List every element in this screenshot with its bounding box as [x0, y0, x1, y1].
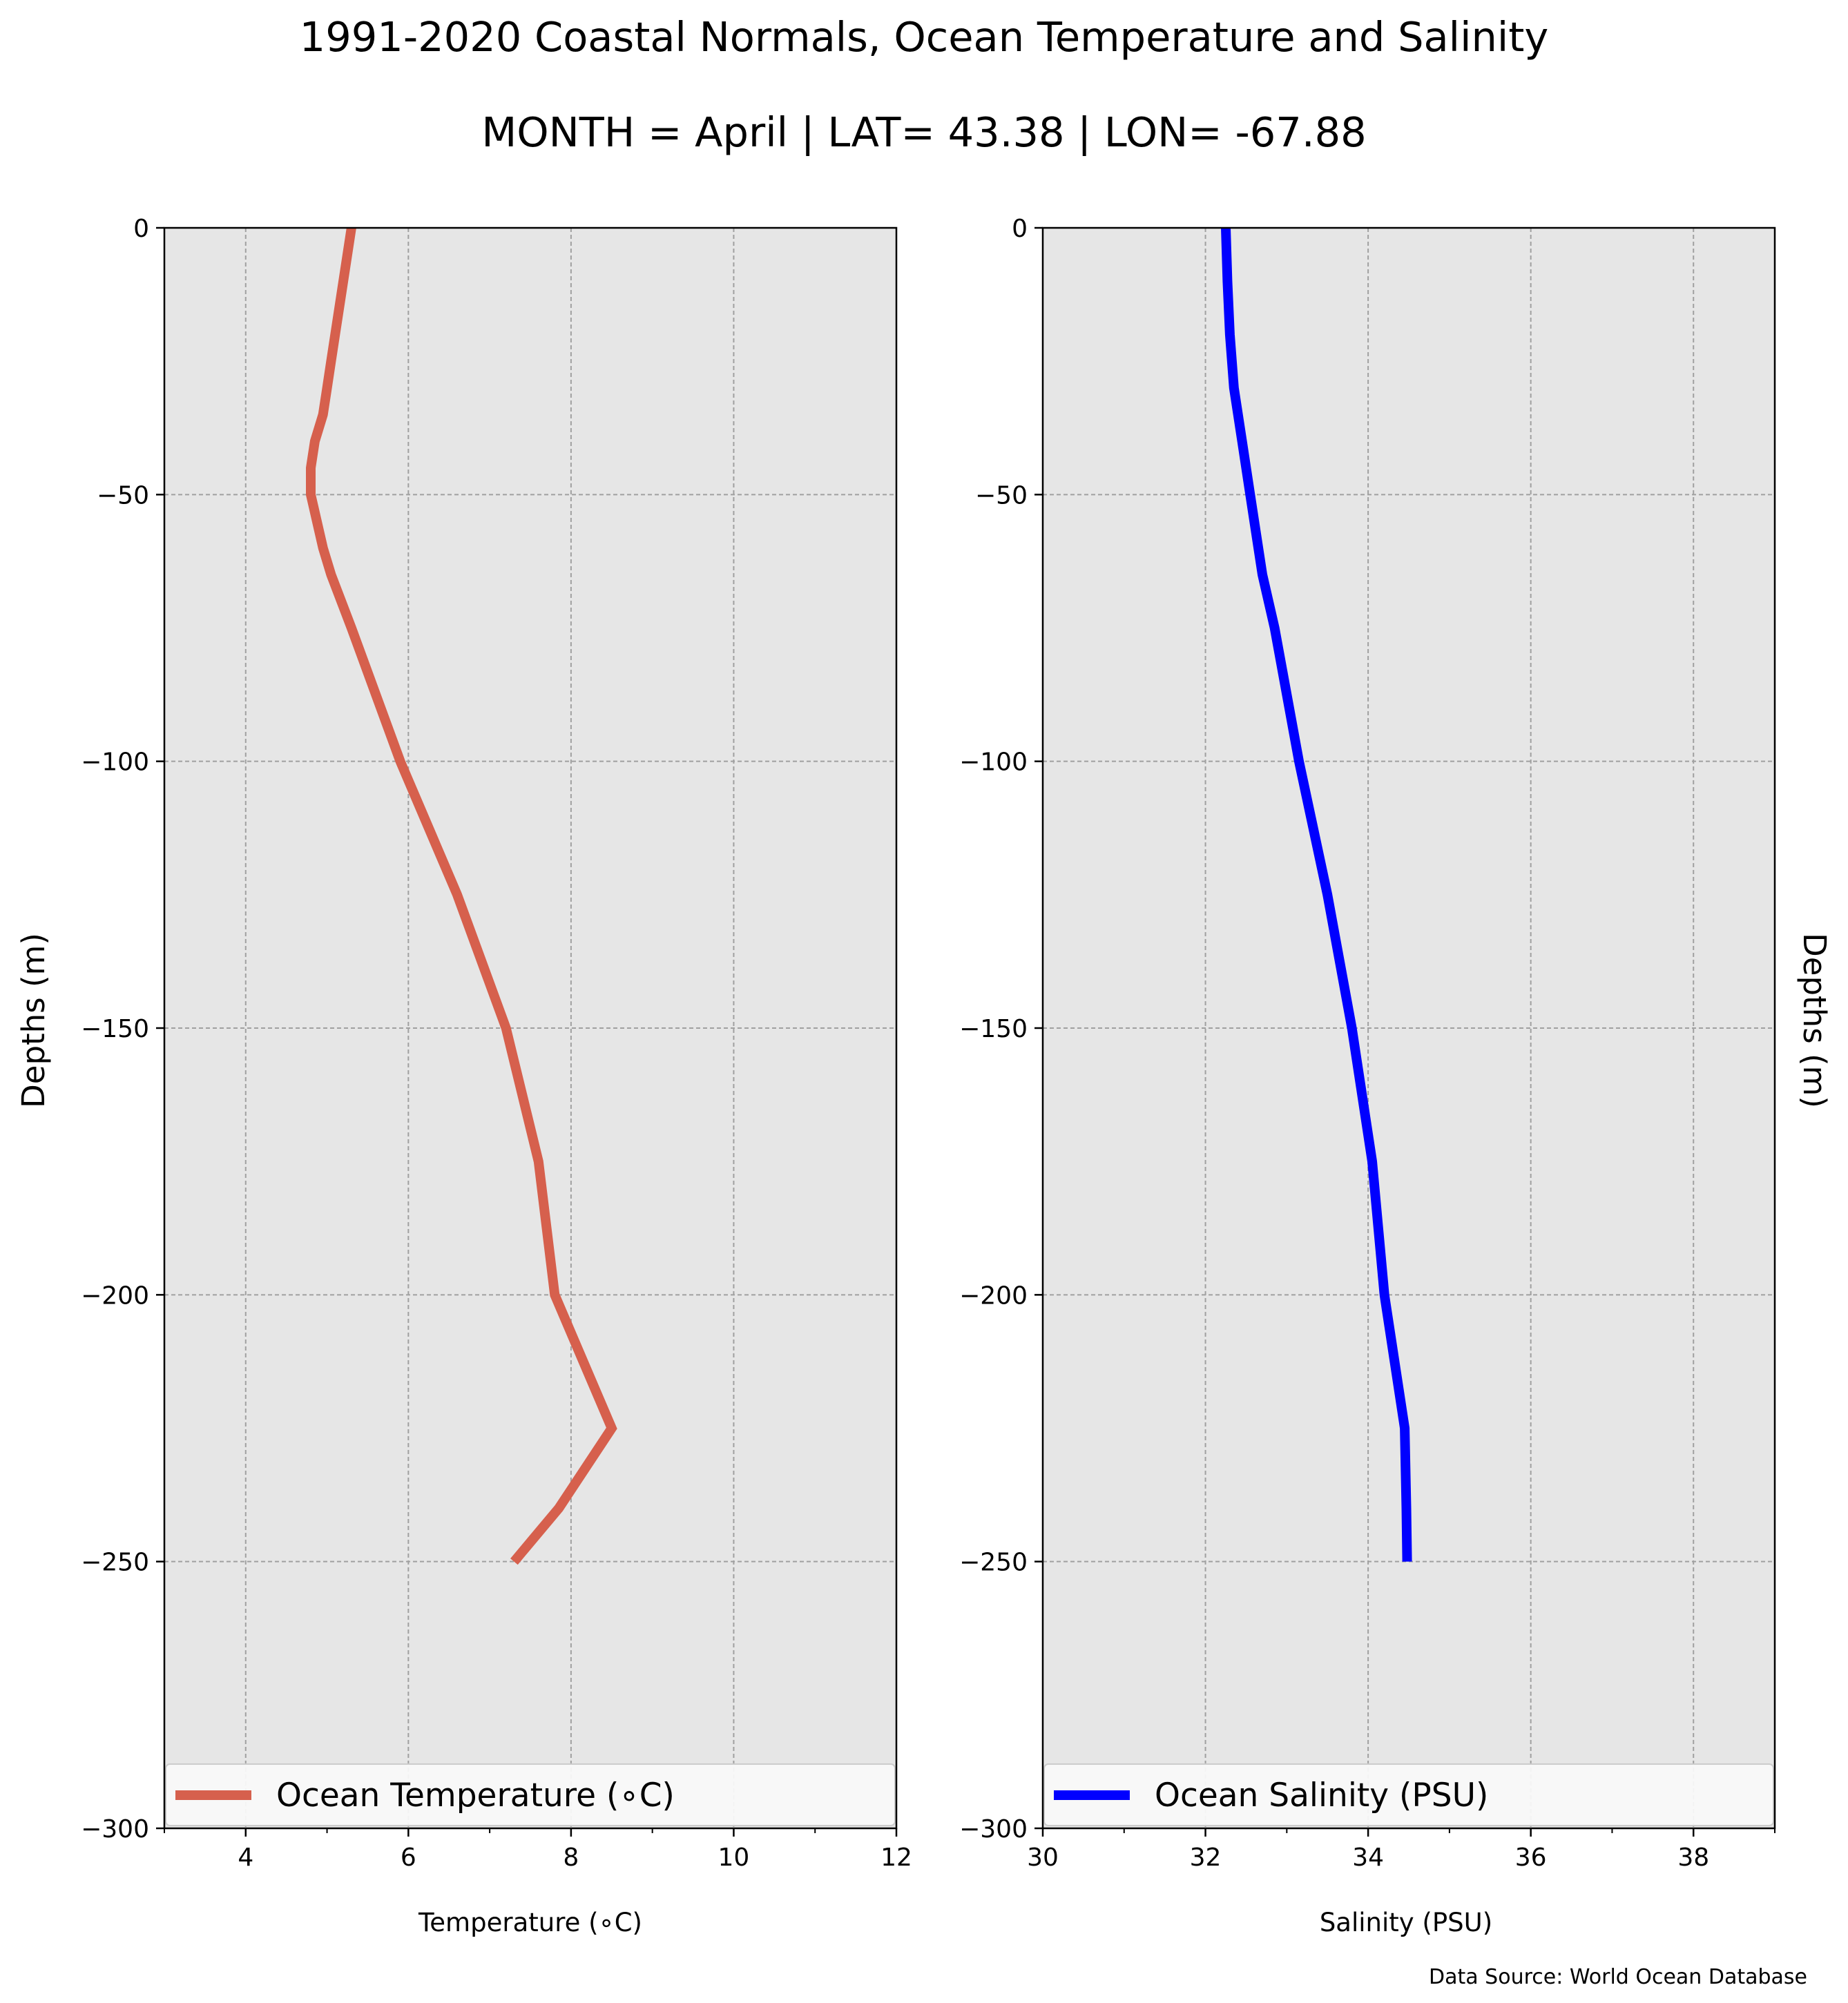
y-tick-label: −200	[959, 1281, 1028, 1310]
y-tick-label: −250	[959, 1549, 1028, 1577]
temperature-line	[306, 226, 617, 1565]
legend-label: Ocean Temperature (∘C)	[276, 1777, 675, 1815]
x-tick-label: 32	[1190, 1844, 1222, 1872]
x-tick-label: 4	[238, 1844, 253, 1872]
y-tick-label: 0	[1012, 215, 1028, 243]
salinity-line	[1221, 227, 1412, 1562]
x-tick-label: 36	[1515, 1844, 1547, 1872]
y-tick-label: −150	[81, 1015, 149, 1043]
y-tick-label: −250	[81, 1549, 149, 1577]
x-tick-label: 34	[1352, 1844, 1384, 1872]
right-y-axis-label: Depths (m)	[1796, 933, 1833, 1108]
y-tick-label: −300	[959, 1815, 1028, 1844]
y-tick-label: −50	[975, 481, 1028, 510]
legend-box	[1043, 1763, 1774, 1826]
left-x-axis-label: Temperature (∘C)	[418, 1908, 642, 1937]
y-tick-label: −150	[959, 1015, 1028, 1043]
left-y-axis-label: Depths (m)	[15, 933, 52, 1108]
x-tick-label: 12	[880, 1844, 912, 1872]
legend-box	[165, 1763, 896, 1826]
y-tick-label: 0	[133, 215, 149, 243]
y-tick-label: −200	[81, 1281, 149, 1310]
y-tick-label: −100	[81, 748, 149, 777]
x-tick-label: 30	[1027, 1844, 1059, 1872]
x-tick-label: 38	[1677, 1844, 1709, 1872]
chart-title: 1991-2020 Coastal Normals, Ocean Tempera…	[300, 13, 1549, 61]
chart-subtitle: MONTH = April | LAT= 43.38 | LON= -67.88	[481, 108, 1366, 156]
right-x-axis-label: Salinity (PSU)	[1320, 1908, 1492, 1937]
legend-label: Ocean Salinity (PSU)	[1155, 1777, 1488, 1815]
x-tick-label: 8	[563, 1844, 579, 1872]
y-tick-label: −300	[81, 1815, 149, 1844]
y-tick-label: −50	[97, 481, 149, 510]
x-tick-label: 10	[718, 1844, 750, 1872]
y-tick-label: −100	[959, 748, 1028, 777]
data-source-note: Data Source: World Ocean Database	[1429, 1965, 1807, 1989]
temperature-panel: Ocean Temperature (∘C) 4 6 8 10 12 0 −50 −100 −15…	[81, 215, 912, 1872]
x-tick-label: 6	[401, 1844, 416, 1872]
salinity-panel: Ocean Salinity (PSU) 30 32 34 36 38 0 −50 −100 −1…	[959, 215, 1776, 1872]
